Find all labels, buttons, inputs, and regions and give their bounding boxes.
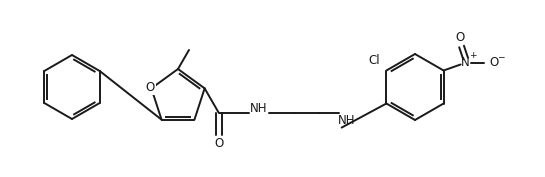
- Text: N: N: [461, 56, 470, 69]
- Text: NH: NH: [338, 114, 355, 127]
- Text: O: O: [214, 137, 223, 150]
- Text: O: O: [146, 81, 155, 94]
- Text: O: O: [455, 31, 464, 44]
- Text: Cl: Cl: [368, 54, 380, 67]
- Text: O: O: [489, 56, 498, 69]
- Text: −: −: [497, 52, 504, 61]
- Text: NH: NH: [250, 102, 268, 115]
- Text: +: +: [469, 51, 476, 60]
